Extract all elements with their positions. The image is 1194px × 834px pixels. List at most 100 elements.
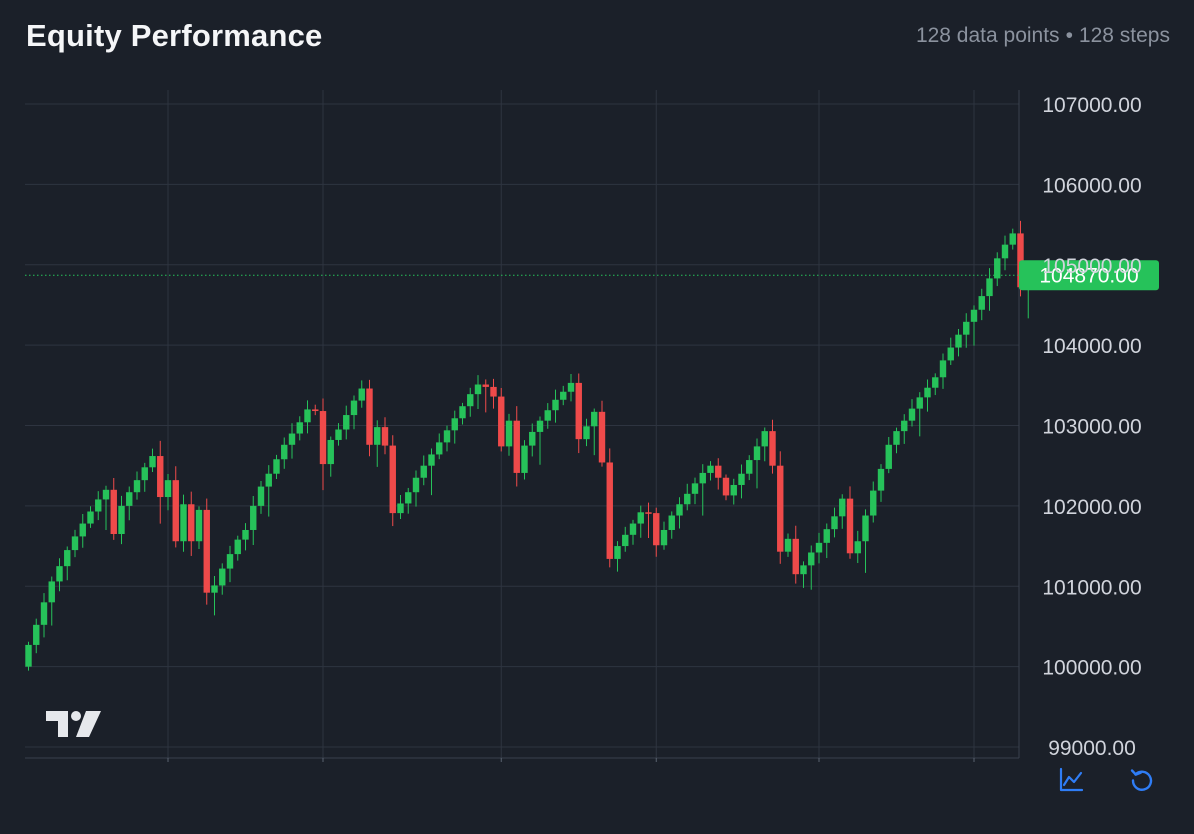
candle-body: [777, 465, 784, 552]
candle-body: [327, 439, 334, 465]
candle-body: [753, 446, 761, 461]
meta-separator: •: [1065, 24, 1073, 47]
candle-body: [436, 442, 443, 455]
candle-body: [784, 538, 792, 552]
y-tick-label: 104000.00: [1042, 335, 1141, 358]
candle-body: [955, 334, 962, 348]
candle-body: [64, 550, 71, 567]
tradingview-logo[interactable]: [46, 709, 102, 739]
candle-body: [343, 415, 350, 430]
candle-body: [854, 541, 861, 554]
reset-button[interactable]: [1125, 763, 1159, 797]
candle-body: [823, 529, 830, 543]
candle-body: [746, 460, 753, 474]
candle-body: [288, 433, 296, 445]
candle-body: [48, 581, 55, 603]
candle-body: [870, 490, 877, 516]
candle-body: [622, 534, 629, 547]
candle-body: [265, 473, 272, 487]
candle-body: [366, 388, 373, 445]
candle-body: [614, 546, 621, 559]
chart-title: Equity Performance: [26, 18, 323, 53]
candle-body: [893, 431, 900, 445]
candle-body: [769, 431, 776, 466]
candle-body: [33, 624, 40, 645]
candle-body: [397, 503, 404, 514]
candle-body: [79, 523, 86, 537]
candle-body: [482, 384, 489, 387]
candle-body: [970, 309, 978, 322]
candle-body: [1009, 233, 1016, 245]
candle-body: [219, 568, 226, 586]
line-chart-icon: [1059, 767, 1084, 792]
candle-body: [250, 505, 257, 530]
candle-body: [591, 411, 598, 427]
candle-body: [761, 431, 768, 447]
y-tick-label: 99000.00: [1048, 737, 1136, 760]
candle-body: [459, 406, 466, 419]
candle-body: [521, 445, 528, 473]
candle-body: [40, 602, 48, 625]
candle-body: [226, 554, 234, 569]
candle-body: [536, 420, 544, 432]
candle-body: [273, 459, 280, 474]
y-tick-label: 100000.00: [1042, 657, 1141, 680]
y-tick-label: 105000.00: [1042, 255, 1141, 278]
candle-body: [505, 420, 513, 447]
chart-type-button[interactable]: [1054, 763, 1088, 797]
candle-body: [660, 529, 668, 546]
candle-body: [529, 431, 536, 446]
y-tick-label: 102000.00: [1042, 496, 1141, 519]
candle-body: [102, 489, 110, 500]
candle-body: [575, 382, 582, 440]
candle-body: [312, 409, 319, 412]
candle-body: [722, 477, 730, 496]
candle-body: [56, 566, 63, 582]
candle-body: [653, 513, 660, 546]
last-price-label: 104870.00: [1039, 265, 1138, 288]
candle-body: [71, 536, 79, 551]
candle-body: [157, 456, 164, 498]
candle-body: [738, 473, 745, 485]
candle-body: [180, 504, 187, 542]
y-tick-label: 103000.00: [1042, 416, 1141, 439]
reset-icon: [1130, 769, 1153, 791]
candle-body: [350, 400, 358, 416]
grid: [25, 90, 1020, 759]
candle-body: [699, 472, 706, 484]
candle-body: [552, 399, 559, 411]
candle-body: [1001, 244, 1009, 259]
candle-body: [443, 430, 451, 443]
candle-body: [606, 462, 613, 559]
candle-body: [908, 408, 916, 421]
candle-body: [381, 427, 389, 446]
candle-body: [916, 397, 923, 409]
candle-body: [25, 644, 32, 667]
y-tick-label: 107000.00: [1042, 94, 1141, 117]
candle-body: [412, 477, 420, 493]
candle-body: [986, 278, 993, 297]
candle-body: [498, 396, 505, 447]
y-tick-label: 106000.00: [1042, 174, 1141, 197]
candle-body: [195, 509, 203, 542]
candle-body: [544, 410, 551, 421]
candle-body: [583, 426, 590, 440]
candle-body: [467, 394, 474, 407]
candle-body: [420, 465, 427, 478]
candle-body: [126, 492, 133, 506]
y-tick-label: 101000.00: [1042, 576, 1141, 599]
candle-body: [800, 565, 807, 575]
candle-body: [1017, 233, 1024, 288]
candle-body: [490, 386, 497, 397]
candle-body: [730, 484, 737, 496]
chart-header: Equity Performance 128 data points • 128 s…: [0, 0, 1194, 72]
candle-body: [978, 296, 985, 310]
candle-body: [598, 411, 606, 463]
candle-body: [319, 411, 327, 465]
candle-body: [815, 542, 823, 553]
candlestick-chart[interactable]: 104870.00 99000.00 100000.00 101000.00 1020…: [0, 72, 1194, 762]
candle-body: [939, 360, 947, 378]
candle-body: [203, 509, 210, 593]
last-price-tag: [1019, 260, 1159, 291]
candle-body: [281, 444, 288, 460]
